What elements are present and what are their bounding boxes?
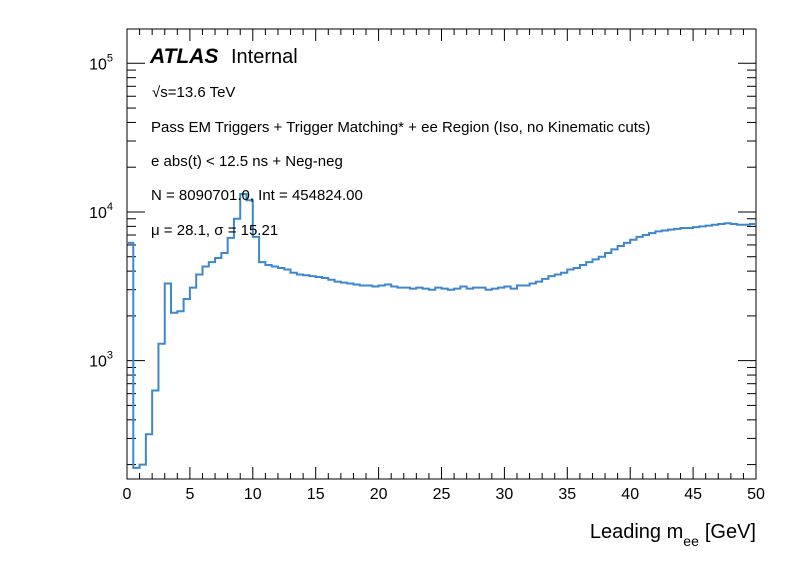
y-tick-labels: 103 104 105: [89, 52, 113, 370]
x-tick-label: 30: [496, 486, 514, 503]
stats-label: N = 8090701.0, Int = 454824.00: [151, 187, 363, 204]
atlas-label: ATLAS: [149, 45, 218, 68]
x-tick-label: 35: [558, 486, 576, 503]
x-tick-label: 5: [185, 486, 194, 503]
x-axis-title-unit: [GeV]: [705, 521, 756, 543]
internal-label: Internal: [231, 46, 298, 68]
x-tick-labels: 0 5 10 15 20 25 30 35 40 45 50: [123, 486, 765, 503]
x-tick-label: 45: [684, 486, 702, 503]
y-tick-label: 103: [89, 350, 113, 371]
y-tick-label: 105: [89, 52, 113, 73]
moments-label: μ = 28.1, σ = 15.21: [151, 222, 278, 239]
x-axis-title-main: Leading m: [590, 521, 683, 543]
y-tick-label: 104: [89, 201, 113, 222]
x-tick-label: 0: [123, 486, 132, 503]
x-tick-label: 20: [370, 486, 388, 503]
energy-label: √s=13.6 TeV: [152, 84, 235, 101]
histogram-series: [127, 193, 756, 469]
axis-ticks: [126, 29, 757, 479]
x-tick-label: 25: [433, 486, 451, 503]
selection-label: Pass EM Triggers + Trigger Matching* + e…: [151, 119, 650, 136]
x-axis-title-sub: ee: [683, 533, 699, 549]
x-tick-label: 50: [747, 486, 765, 503]
x-axis-title: Leading mee [GeV]: [590, 521, 756, 549]
cut-label: e abs(t) < 12.5 ns + Neg-neg: [151, 153, 343, 170]
x-tick-label: 40: [621, 486, 639, 503]
x-tick-label: 15: [307, 486, 325, 503]
x-tick-label: 10: [244, 486, 262, 503]
